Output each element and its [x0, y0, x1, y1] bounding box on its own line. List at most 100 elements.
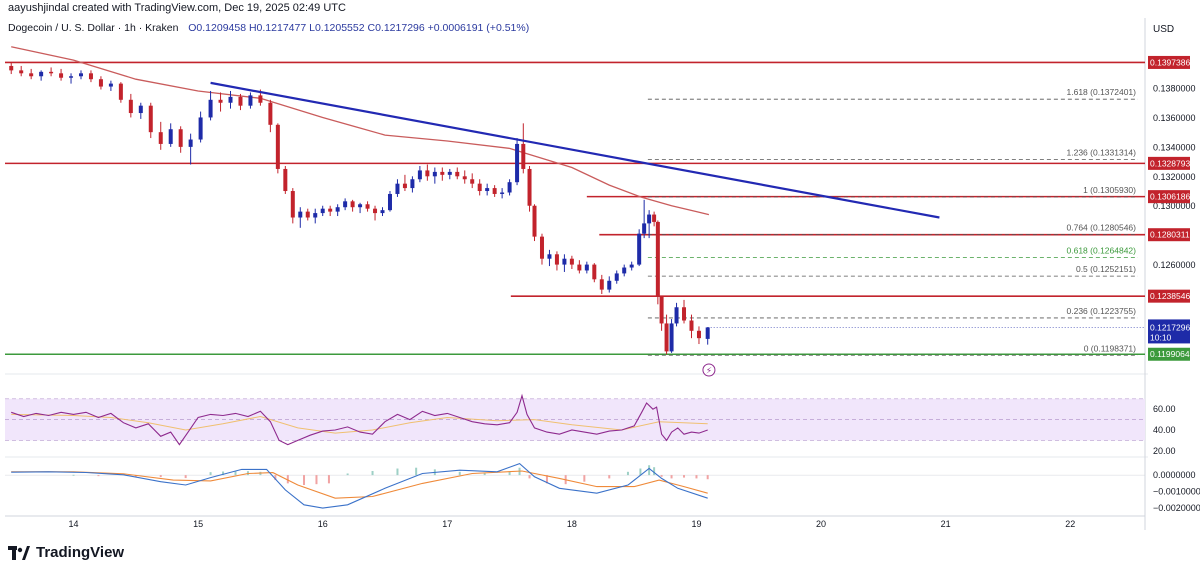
candle [320, 205, 325, 217]
candle [569, 255, 574, 270]
level-price-tag [1148, 190, 1190, 204]
candle-body [462, 176, 467, 180]
macd-tick-label: 0.0000000 [1153, 470, 1196, 480]
price-tick-label: 0.1360000 [1153, 113, 1196, 123]
candle [689, 314, 694, 339]
candle [373, 205, 378, 221]
candle [158, 121, 163, 150]
candle-body [527, 168, 532, 206]
macd-pane [5, 462, 1145, 509]
candle-body [128, 99, 133, 114]
candle-body [320, 208, 325, 214]
candle-body [607, 280, 612, 290]
candle [507, 179, 512, 196]
candle [647, 210, 652, 239]
candle [178, 126, 183, 153]
candle-body [59, 73, 64, 78]
macd-histogram-bar [660, 475, 663, 477]
candle-body [664, 323, 669, 352]
level-price-tag [1148, 228, 1190, 242]
fibonacci-retracement: 1.618 (0.1372401) 1.236 (0.1331314) 1 (0.1… [647, 87, 1138, 356]
candle-body [455, 171, 460, 177]
candle-body [432, 171, 437, 177]
tradingview-logo[interactable]: TradingView [8, 544, 124, 561]
macd-histogram-bar [315, 475, 318, 485]
candle-body [554, 254, 559, 265]
candle-body [440, 171, 445, 175]
macd-histogram-bar [303, 475, 306, 485]
brand-name: TradingView [36, 544, 125, 561]
candle-body [477, 183, 482, 192]
candle-body [238, 96, 243, 106]
candle-body [328, 208, 333, 212]
candle [455, 167, 460, 180]
macd-histogram-bar [528, 475, 531, 479]
candle-body [500, 192, 505, 194]
time-tick-label: 21 [941, 519, 951, 529]
candle [275, 123, 280, 174]
candle-body [470, 179, 475, 184]
macd-histogram-bar [683, 475, 686, 478]
macd-histogram-bar [396, 468, 399, 476]
candle [532, 204, 537, 242]
candle-body [652, 214, 657, 222]
macd-histogram-bar [608, 475, 611, 479]
symbol-legend: Dogecoin / U. S. Dollar · 1h · Kraken O0… [8, 22, 529, 34]
last-price-tag [1148, 319, 1190, 344]
candle [410, 176, 415, 193]
candle-body [410, 179, 415, 189]
macd-histogram-bar [695, 475, 698, 479]
candle [674, 302, 679, 327]
candle [417, 166, 422, 183]
currency-label[interactable]: USD [1153, 24, 1175, 35]
candle [492, 185, 497, 197]
candle-body [168, 129, 173, 144]
candle-body [88, 73, 93, 80]
candle-body [158, 132, 163, 144]
symbol-name[interactable]: Dogecoin / U. S. Dollar · 1h · Kraken [8, 22, 179, 34]
candle [515, 138, 520, 186]
candle [328, 205, 333, 217]
candle-body [592, 264, 597, 280]
candle-body [258, 95, 263, 103]
candle-body [29, 73, 34, 77]
time-tick-label: 19 [691, 519, 701, 529]
candle [521, 123, 526, 174]
candle-body [19, 70, 24, 74]
candle [425, 164, 430, 181]
moving-average [11, 46, 710, 216]
fib-level-label: 1.236 (0.1331314) [1067, 148, 1137, 158]
candle-body [138, 105, 143, 114]
candle [669, 319, 674, 353]
candle [350, 199, 355, 212]
horizontal-levels [5, 61, 1145, 356]
moving-average-line [11, 46, 710, 216]
alert-marker-icon [702, 363, 716, 377]
level-price-tag [1148, 289, 1190, 303]
candle-body [39, 71, 44, 77]
candle-body [577, 264, 582, 271]
candle [477, 179, 482, 196]
chart-attribution: aayushjindal created with TradingView.co… [8, 2, 346, 14]
macd-histogram-bar [458, 471, 461, 476]
candle [696, 326, 701, 345]
candle-body [705, 327, 710, 339]
candle-body [298, 211, 303, 218]
time-tick-label: 18 [567, 519, 577, 529]
rsi-line [11, 393, 708, 446]
level-price-label: 0.1238546 [1150, 291, 1190, 301]
candle-body [521, 143, 526, 169]
macd-histogram-bar [371, 471, 374, 476]
time-tick-label: 15 [193, 519, 203, 529]
macd-line [11, 462, 708, 509]
macd-tick-label: −0.0010000 [1153, 487, 1200, 497]
candle-body [696, 330, 701, 339]
candle [188, 133, 193, 165]
candle [49, 67, 54, 77]
candle [682, 299, 687, 324]
candle-body [402, 183, 407, 189]
price-tick-label: 0.1320000 [1153, 172, 1196, 182]
candle-body [507, 182, 512, 193]
macd-histogram-bar [234, 471, 237, 476]
